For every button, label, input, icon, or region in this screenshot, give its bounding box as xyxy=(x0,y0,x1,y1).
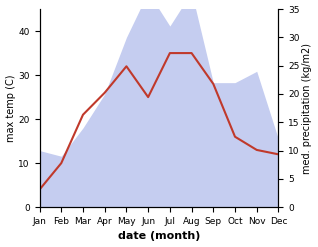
Y-axis label: med. precipitation (kg/m2): med. precipitation (kg/m2) xyxy=(302,43,313,174)
Y-axis label: max temp (C): max temp (C) xyxy=(5,74,16,142)
X-axis label: date (month): date (month) xyxy=(118,231,200,242)
